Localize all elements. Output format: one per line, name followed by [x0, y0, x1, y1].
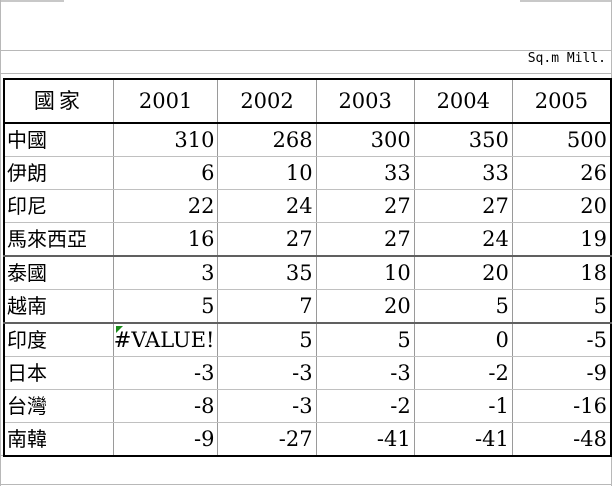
header-year[interactable]: 2003	[316, 79, 415, 124]
value-cell[interactable]: 268	[217, 123, 317, 157]
value-cell[interactable]: 24	[217, 189, 317, 223]
value-cell[interactable]: -2	[414, 356, 513, 390]
table-row: 台灣 -8 -3 -2 -1 -16	[4, 389, 612, 423]
table-row: 南韓 -9 -27 -41 -41 -48	[4, 422, 612, 457]
grid-line	[0, 73, 612, 74]
value-cell[interactable]: -9	[113, 422, 219, 457]
country-cell[interactable]: 馬來西亞	[4, 222, 114, 257]
country-cell[interactable]: 印尼	[4, 189, 114, 223]
value-cell[interactable]: -3	[217, 389, 317, 423]
table-row: 印尼 22 24 27 27 20	[4, 189, 612, 223]
value-cell[interactable]: -48	[512, 422, 612, 457]
top-border-left	[0, 0, 64, 2]
error-value-cell[interactable]: #VALUE!	[113, 322, 219, 357]
value-cell[interactable]: 27	[217, 222, 317, 257]
value-cell[interactable]: 33	[316, 156, 415, 190]
value-cell[interactable]: 350	[414, 123, 513, 157]
grid-line	[0, 50, 612, 51]
value-cell[interactable]: 5	[414, 289, 513, 324]
header-year[interactable]: 2005	[512, 79, 612, 124]
value-cell[interactable]: 6	[113, 156, 219, 190]
grid-line	[0, 484, 612, 485]
value-cell[interactable]: 500	[512, 123, 612, 157]
value-cell[interactable]: 27	[316, 222, 415, 257]
country-cell[interactable]: 越南	[4, 289, 114, 324]
value-cell[interactable]: -16	[512, 389, 612, 423]
country-cell[interactable]: 中國	[4, 123, 114, 157]
top-border-right	[520, 0, 612, 2]
country-cell[interactable]: 日本	[4, 356, 114, 390]
country-cell[interactable]: 南韓	[4, 422, 114, 457]
value-cell[interactable]: 33	[414, 156, 513, 190]
country-cell[interactable]: 伊朗	[4, 156, 114, 190]
value-cell[interactable]: 5	[512, 289, 612, 324]
value-cell[interactable]: 310	[113, 123, 219, 157]
country-cell[interactable]: 印度	[4, 322, 114, 357]
value-cell[interactable]: -1	[414, 389, 513, 423]
table-row: 伊朗 6 10 33 33 26	[4, 156, 612, 190]
value-cell[interactable]: 7	[217, 289, 317, 324]
header-year[interactable]: 2001	[113, 79, 219, 124]
value-cell[interactable]: -3	[316, 356, 415, 390]
value-cell[interactable]: 3	[113, 255, 219, 290]
value-cell[interactable]: 300	[316, 123, 415, 157]
unit-label: Sq.m Mill.	[527, 51, 606, 66]
value-cell[interactable]: 22	[113, 189, 219, 223]
country-cell[interactable]: 泰國	[4, 255, 114, 290]
table-row: 日本 -3 -3 -3 -2 -9	[4, 356, 612, 390]
value-cell[interactable]: 5	[113, 289, 219, 324]
value-cell[interactable]: 27	[316, 189, 415, 223]
value-cell[interactable]: 16	[113, 222, 219, 257]
value-cell[interactable]: 0	[414, 322, 513, 357]
table-row: 馬來西亞 16 27 27 24 19	[4, 222, 612, 257]
value-cell[interactable]: 18	[512, 255, 612, 290]
value-cell[interactable]: 5	[316, 322, 415, 357]
country-cell[interactable]: 台灣	[4, 389, 114, 423]
header-country[interactable]: 國家	[4, 79, 114, 124]
value-cell[interactable]: -8	[113, 389, 219, 423]
value-cell[interactable]: 26	[512, 156, 612, 190]
table-row: 越南 5 7 20 5 5	[4, 289, 612, 324]
value-cell[interactable]: 5	[217, 322, 317, 357]
value-cell[interactable]: -5	[512, 322, 612, 357]
value-cell[interactable]: 20	[414, 255, 513, 290]
header-year[interactable]: 2002	[217, 79, 317, 124]
table-row: 泰國 3 35 10 20 18	[4, 255, 612, 290]
value-cell[interactable]: 10	[316, 255, 415, 290]
value-cell[interactable]: -3	[113, 356, 219, 390]
header-row: 國家 2001 2002 2003 2004 2005	[4, 79, 612, 124]
table-row: 印度 #VALUE! 5 5 0 -5	[4, 322, 612, 357]
value-cell[interactable]: -41	[316, 422, 415, 457]
value-cell[interactable]: 19	[512, 222, 612, 257]
value-cell[interactable]: 24	[414, 222, 513, 257]
value-cell[interactable]: 35	[217, 255, 317, 290]
value-cell[interactable]: 10	[217, 156, 317, 190]
grid-line	[0, 0, 1, 486]
value-cell[interactable]: -3	[217, 356, 317, 390]
data-table: 國家 2001 2002 2003 2004 2005 中國 310 268 300 3…	[3, 78, 612, 457]
header-year[interactable]: 2004	[414, 79, 513, 124]
table-row: 中國 310 268 300 350 500	[4, 123, 612, 157]
value-cell[interactable]: 20	[316, 289, 415, 324]
value-cell[interactable]: 20	[512, 189, 612, 223]
value-cell[interactable]: 27	[414, 189, 513, 223]
value-cell[interactable]: -27	[217, 422, 317, 457]
value-cell[interactable]: -41	[414, 422, 513, 457]
value-cell[interactable]: -9	[512, 356, 612, 390]
value-cell[interactable]: -2	[316, 389, 415, 423]
